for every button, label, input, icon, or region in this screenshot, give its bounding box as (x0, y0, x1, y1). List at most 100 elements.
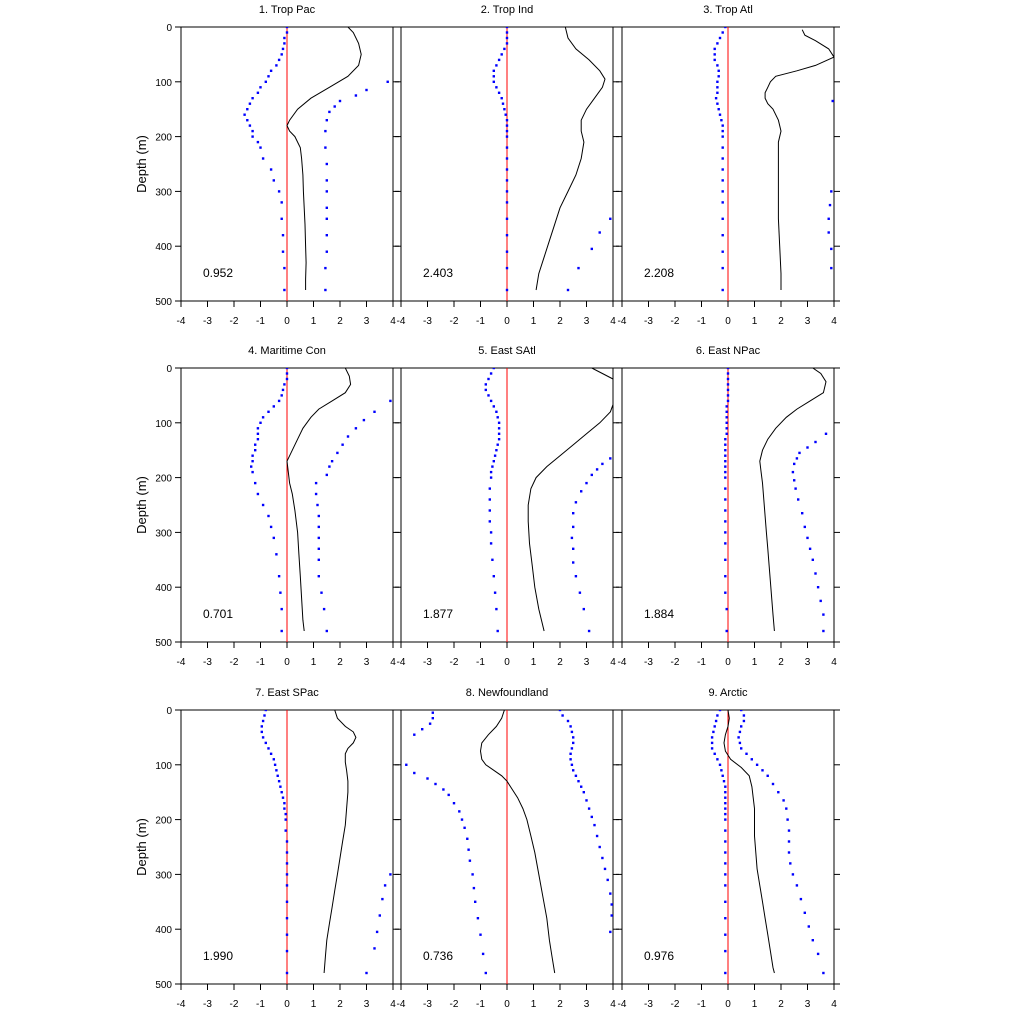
dot-series-lower (713, 27, 727, 292)
panel-9: 9. Arctic -4 -3 -2 -1 0 1 2 3 4 0.976 (616, 687, 840, 1010)
dot-point (798, 451, 801, 455)
dot-point (493, 454, 497, 457)
panel-2: 2. Trop Ind -4 -3 -2 -1 0 1 2 3 4 2.403 (395, 4, 619, 327)
dot-point (724, 873, 727, 876)
panel-5: 5. East SAtl -4 -3 -2 -1 0 1 2 3 4 1.877 (395, 345, 619, 668)
dot-point (503, 108, 506, 111)
dot-point (590, 815, 593, 819)
dot-point (389, 399, 392, 403)
dot-point (716, 91, 719, 94)
x-tick-label: -1 (697, 999, 706, 1010)
mean-profile-line (323, 710, 357, 974)
dot-point (269, 752, 273, 755)
dot-point (285, 884, 289, 887)
dot-point (726, 399, 730, 403)
y-tick-label: 400 (155, 242, 172, 253)
dot-point (725, 607, 728, 611)
dot-point (505, 124, 509, 127)
x-tick-label: 1 (531, 999, 537, 1010)
dot-point (325, 119, 328, 122)
dot-point (742, 719, 746, 723)
dot-point (590, 473, 593, 477)
mean-profile-line (527, 368, 613, 632)
x-tick-label: 2 (778, 316, 784, 327)
panel-title: 2. Trop Ind (481, 4, 534, 16)
dot-point (248, 102, 252, 105)
annotation-value: 0.736 (423, 949, 453, 963)
dot-point (806, 536, 809, 540)
dot-point (264, 741, 267, 745)
panel-title: 9. Arctic (708, 687, 748, 699)
dot-point (251, 470, 254, 474)
dot-point (484, 388, 487, 392)
dot-point (721, 157, 724, 160)
dot-point (314, 492, 318, 496)
dot-point (724, 829, 727, 832)
x-tick-label: -4 (397, 999, 406, 1010)
dot-point (259, 421, 262, 424)
annotation-value: 0.952 (203, 266, 233, 280)
dot-point (566, 719, 570, 723)
dot-point (724, 591, 727, 594)
x-tick-label: 4 (831, 657, 837, 668)
dot-point (572, 512, 575, 515)
x-tick-label: 4 (610, 316, 616, 327)
dot-point (712, 730, 715, 734)
x-tick-label: 4 (390, 657, 396, 668)
y-tick-label: 400 (155, 583, 172, 594)
dot-point (325, 217, 328, 220)
x-tick-label: 0 (725, 316, 731, 327)
dot-point (285, 27, 289, 29)
dot-point (570, 763, 574, 766)
x-tick-label: -1 (476, 999, 485, 1010)
dot-point (505, 119, 509, 122)
x-tick-label: 4 (390, 316, 396, 327)
dot-point (263, 714, 266, 717)
dot-point (260, 725, 263, 728)
dot-point (246, 108, 249, 111)
dot-point (497, 58, 501, 62)
dot-point (794, 487, 797, 490)
dot-point (609, 457, 612, 460)
x-tick-label: 4 (390, 999, 396, 1010)
x-tick-label: 0 (725, 657, 731, 668)
y-tick-label: 200 (155, 816, 172, 827)
dot-point (497, 432, 501, 435)
x-tick-label: 2 (778, 999, 784, 1010)
dot-point (325, 206, 328, 209)
dot-point (487, 377, 490, 381)
dot-point (489, 372, 493, 375)
dot-point (724, 465, 727, 468)
dot-point (725, 416, 728, 419)
dot-point (325, 179, 328, 182)
dot-point (716, 86, 719, 89)
dot-point (489, 531, 493, 534)
dot-point (716, 80, 719, 83)
dot-point (275, 64, 278, 67)
dot-point (500, 97, 503, 100)
dot-point (285, 840, 289, 843)
dot-point (504, 113, 507, 116)
dot-point (561, 714, 564, 717)
dot-point (497, 91, 501, 94)
dot-point (505, 42, 509, 45)
dot-point (785, 807, 788, 810)
x-tick-label: -1 (256, 657, 265, 668)
dot-point (724, 884, 727, 887)
dot-point (726, 368, 730, 370)
dot-point (803, 911, 806, 914)
dot-point (256, 438, 260, 441)
dot-point (261, 503, 265, 507)
dot-point (718, 710, 722, 712)
dot-series-upper (791, 432, 828, 633)
x-tick-label: -2 (230, 316, 239, 327)
dot-point (428, 722, 432, 725)
dot-point (269, 168, 273, 171)
dot-point (413, 733, 416, 736)
dot-point (716, 42, 719, 45)
dot-point (285, 949, 289, 953)
panel-8: 8. Newfoundland -4 -3 -2 -1 0 1 2 3 4 0.736 (395, 687, 619, 1010)
dot-point (582, 607, 585, 611)
dot-point (505, 288, 509, 292)
dot-point (811, 939, 814, 942)
